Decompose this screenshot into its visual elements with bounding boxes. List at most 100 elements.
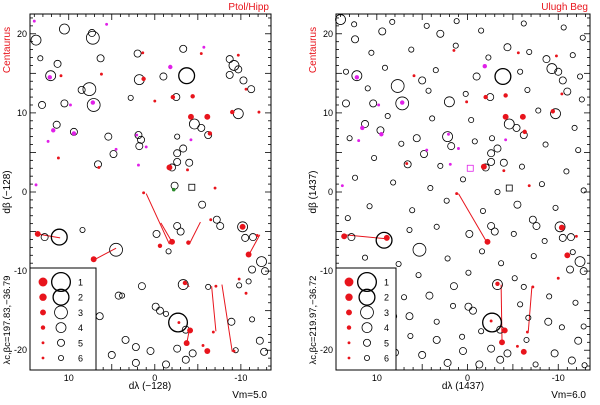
star-marker: [107, 351, 116, 359]
star-marker: [499, 158, 508, 167]
star-marker: [487, 344, 496, 353]
star-marker: [38, 101, 46, 109]
red-dot: [383, 234, 390, 241]
legend-red-dot: [345, 293, 353, 301]
star-marker: [237, 221, 248, 233]
y-tick-label: -10: [14, 266, 27, 276]
star-marker: [114, 291, 123, 300]
panel-ulugh-beg: Ulugh Beg Centaurus dβ (1437) λc,βc=219.…: [308, 2, 591, 401]
red-dot: [99, 72, 103, 76]
star-marker: [77, 85, 86, 94]
star-marker: [526, 48, 533, 55]
star-marker: [121, 335, 130, 344]
star-marker: [205, 283, 212, 290]
star-marker: [580, 187, 587, 194]
star-marker: [528, 215, 537, 224]
red-dot: [554, 54, 558, 58]
red-dot: [499, 339, 505, 346]
star-marker: [156, 306, 164, 315]
x-tick-label: 10: [64, 373, 74, 383]
red-dot: [204, 113, 211, 120]
star-marker: [146, 347, 155, 355]
star-marker: [535, 107, 542, 114]
proper-motion-line: [188, 221, 201, 245]
star-marker: [384, 113, 391, 120]
legend-label: 4: [384, 323, 389, 333]
star-marker: [135, 142, 144, 151]
star-marker: [390, 79, 405, 93]
star-marker: [412, 242, 427, 257]
legend-red-dot: [41, 356, 45, 360]
star-marker: [447, 142, 456, 151]
red-dot: [56, 156, 60, 160]
star-marker: [227, 317, 236, 326]
star-marker: [489, 135, 496, 142]
legend: 1 2 3 4 5 6: [29, 267, 97, 371]
side-coordinates-label: λc,βc=219.97,−36.72: [308, 276, 319, 365]
star-marker: [546, 293, 553, 300]
star-marker: [525, 314, 532, 321]
red-dot: [495, 281, 500, 286]
star-marker: [247, 85, 256, 94]
red-dot: [169, 238, 175, 245]
red-dot: [207, 131, 213, 136]
star-marker: [524, 86, 531, 93]
star-marker: [342, 99, 350, 108]
star-marker: [432, 335, 441, 344]
x-tick-label: 0: [465, 373, 470, 383]
x-tick-label: -10: [552, 373, 565, 383]
star-marker: [579, 267, 588, 276]
square-marker: [188, 183, 196, 191]
star-marker: [492, 279, 503, 290]
legend-circle: [363, 338, 371, 347]
magenta-dot: [357, 139, 361, 143]
star-marker: [542, 141, 549, 148]
y-tick-label: 0: [22, 187, 27, 197]
star-marker: [181, 355, 190, 364]
red-dot: [556, 276, 560, 280]
legend-red-dot: [346, 309, 352, 316]
proper-motion-line: [248, 234, 261, 256]
red-dot: [213, 186, 217, 190]
star-marker: [344, 215, 351, 222]
star-marker: [432, 67, 439, 74]
red-dot: [182, 280, 188, 286]
star-marker: [546, 63, 558, 74]
y-tick-label: 20: [17, 29, 27, 39]
star-marker: [225, 70, 234, 79]
star-marker: [109, 242, 123, 257]
star-marker: [371, 154, 378, 161]
star-marker: [162, 310, 169, 317]
y-tick-label: 0: [328, 187, 333, 197]
star-marker: [185, 158, 194, 167]
y-tick-label: -20: [14, 345, 27, 355]
star-marker: [427, 185, 434, 192]
magenta-dot: [69, 103, 72, 107]
star-marker: [395, 260, 402, 267]
star-marker: [478, 27, 485, 34]
star-marker: [236, 282, 243, 289]
red-dot: [519, 113, 526, 120]
star-marker: [544, 317, 553, 326]
star-marker: [485, 54, 492, 61]
proper-motion-line: [344, 234, 386, 240]
magenta-dot: [135, 133, 139, 137]
red-dot: [201, 344, 205, 347]
star-marker: [59, 23, 70, 35]
x-tick-label: 0: [152, 373, 157, 383]
proper-motion-line: [211, 286, 217, 332]
star-marker: [503, 118, 515, 130]
magenta-dot: [447, 132, 450, 136]
square-marker: [505, 184, 513, 192]
star-marker: [366, 203, 373, 210]
star-marker: [433, 223, 440, 230]
red-dot: [452, 48, 456, 52]
magenta-dot: [504, 138, 508, 142]
star-marker: [245, 278, 252, 285]
legend-red-dot: [347, 341, 351, 345]
star-marker: [249, 316, 256, 323]
y-tick-label: -20: [320, 345, 333, 355]
red-dot: [531, 285, 535, 289]
star-marker: [490, 227, 499, 236]
legend: 1 2 3 4 5 6: [335, 267, 397, 371]
